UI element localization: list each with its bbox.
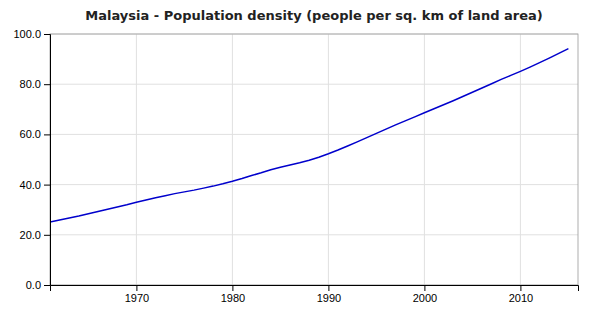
y-tick-label: 100.0 [13, 28, 41, 40]
y-tick-mark [44, 285, 50, 286]
grid [50, 34, 578, 285]
title: Malaysia - Population density (people pe… [85, 8, 542, 23]
x-axis-line [51, 286, 579, 292]
grid-line-y [50, 184, 578, 185]
y-tick: 40.0 [20, 179, 50, 191]
y-tick-mark [44, 84, 50, 85]
x-tick-label: 1980 [221, 292, 245, 304]
x-tick-label: 1990 [317, 292, 341, 304]
y-tick-label: 0.0 [26, 279, 41, 291]
x-tick: 2010 [509, 285, 533, 304]
y-tick: 0.0 [26, 279, 50, 291]
grid-line-x [424, 34, 425, 285]
grid-line-x [232, 34, 233, 285]
y-axis: 0.0 20.0 40.0 60.0 80.0 100.0 [13, 28, 50, 291]
marks [50, 49, 568, 222]
x-tick-label: 2000 [413, 292, 437, 304]
y-tick-mark [44, 34, 50, 35]
y-axis-line [44, 35, 51, 286]
y-tick-label: 40.0 [20, 179, 41, 191]
x-tick: 2000 [413, 285, 437, 304]
grid-line-y [50, 84, 578, 85]
x-tick-mark [232, 285, 233, 291]
x-tick: 1970 [125, 285, 149, 304]
grid-line-y [50, 134, 578, 135]
y-tick: 20.0 [20, 229, 50, 241]
y-tick-label: 20.0 [20, 229, 41, 241]
grid-line-y [50, 234, 578, 235]
grid-line-x [136, 34, 137, 285]
plot-frame [50, 34, 578, 285]
x-tick-label: 2010 [509, 292, 533, 304]
x-tick: 1990 [317, 285, 341, 304]
chart: 1970 1980 1990 2000 2010 0.0 20.0 40.0 60.0 80.0 1… [0, 0, 600, 315]
x-tick-mark [520, 285, 521, 291]
x-tick-mark [424, 285, 425, 291]
y-tick-label: 80.0 [20, 78, 41, 90]
x-tick-label: 1970 [125, 292, 149, 304]
y-tick: 100.0 [13, 28, 50, 40]
y-tick-mark [44, 185, 50, 186]
x-axis: 1970 1980 1990 2000 2010 [51, 285, 579, 304]
x-tick: 1980 [221, 285, 245, 304]
x-tick-mark [136, 285, 137, 291]
y-tick: 80.0 [20, 78, 50, 90]
y-tick-label: 60.0 [20, 128, 41, 140]
y-tick: 60.0 [20, 128, 50, 140]
y-tick-mark [44, 235, 50, 236]
grid-line-x [328, 34, 329, 285]
plot: 1970 1980 1990 2000 2010 0.0 20.0 40.0 60.0 80.0 1… [13, 28, 578, 304]
line [50, 49, 568, 222]
x-tick-mark [328, 285, 329, 291]
y-tick-mark [44, 134, 50, 135]
